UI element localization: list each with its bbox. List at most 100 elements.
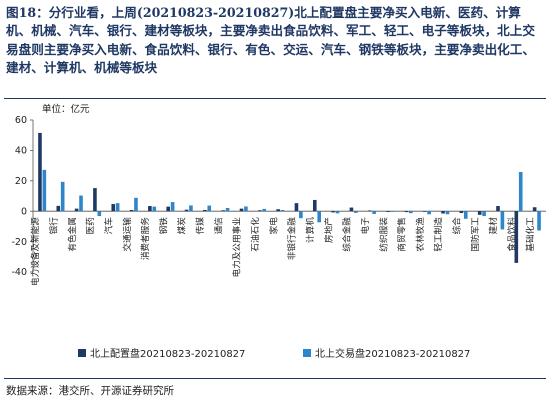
bar-trading-1: [60, 181, 65, 212]
bar-trading-2: [79, 195, 83, 212]
bar-trading-19: [390, 211, 395, 212]
y-tick-label: -40: [11, 267, 27, 278]
x-tick-label: 传媒: [194, 217, 206, 235]
bar-allocation-18: [367, 210, 372, 212]
bar-allocation-6: [148, 206, 152, 212]
bar-trading-15: [317, 211, 321, 223]
x-tick-label: 计算机: [304, 217, 316, 243]
bar-trading-6: [152, 206, 157, 212]
bar-trading-14: [299, 211, 303, 219]
bar-trading-24: [482, 211, 486, 217]
x-tick-label: 农林牧渔: [414, 217, 426, 252]
x-tick-label: 石油石化: [249, 217, 261, 252]
bar-allocation-27: [532, 207, 537, 212]
x-tick-label: 医药: [85, 217, 96, 235]
bar-trading-5: [134, 197, 138, 212]
x-tick-label: 有色金属: [66, 217, 78, 251]
bars-layer: [38, 132, 541, 263]
x-tick-label: 房地产: [322, 217, 334, 243]
bar-trading-22: [445, 211, 450, 215]
bar-trading-16: [335, 211, 340, 214]
x-tick-label: 银行: [47, 217, 59, 235]
bar-allocation-20: [404, 211, 409, 213]
bar-trading-12: [262, 208, 267, 212]
x-tick-label: 纺织服装: [377, 217, 389, 252]
bar-allocation-0: [38, 132, 42, 212]
legend-label-0: 北上配置盘20210823-20210827: [90, 347, 245, 360]
bar-trading-21: [427, 211, 431, 215]
x-tick-label: 电力及公用事业: [231, 217, 243, 278]
legend-swatch-1: [303, 349, 311, 357]
bar-allocation-24: [477, 211, 482, 215]
x-tick-label: 非银行金融: [286, 217, 298, 260]
bar-allocation-5: [129, 209, 134, 212]
bar-trading-26: [518, 171, 523, 212]
axes-layer: -40 -20 0 20 40 60: [11, 115, 546, 278]
y-tick-label: 20: [15, 176, 27, 187]
x-tick-label: 建材: [487, 217, 499, 235]
x-tick-label: 汽车: [102, 217, 114, 235]
bar-trading-20: [408, 211, 413, 214]
x-tick-label: 商贸零售: [396, 217, 408, 251]
bar-trading-3: [97, 211, 102, 217]
y-tick-label: 40: [15, 146, 27, 157]
unit-label: 单位：亿元: [42, 104, 90, 115]
bar-allocation-17: [349, 207, 354, 212]
bar-allocation-15: [312, 199, 317, 212]
x-tick-label: 钢铁: [157, 217, 169, 235]
bar-allocation-3: [93, 188, 97, 212]
bar-trading-10: [225, 208, 230, 212]
x-tick-label: 基础化工: [524, 217, 536, 252]
x-tick-label: 电子: [359, 217, 371, 235]
legend-label-1: 北上交易盘20210823-20210827: [315, 347, 470, 360]
bar-allocation-11: [239, 208, 244, 212]
data-source: 数据来源：港交所、开源证券研究所: [6, 385, 174, 397]
bar-trading-8: [189, 205, 193, 212]
bar-allocation-1: [56, 205, 61, 212]
bar-allocation-25: [496, 206, 500, 212]
bar-trading-7: [170, 202, 175, 212]
bar-allocation-10: [221, 210, 225, 212]
bar-trading-23: [463, 211, 468, 219]
x-tick-label: 轻工制造: [432, 217, 444, 252]
legend-swatch-0: [78, 349, 86, 357]
x-tick-label: 通信: [212, 217, 224, 235]
y-tick-label: 0: [21, 206, 27, 217]
x-tick-label: 综合金融: [341, 217, 353, 252]
x-tick-labels: 电力设备及新能源 银行 有色金属 医药 汽车 交通运输 消费者服务 钢铁 煤炭 传媒 通信 电力及公用…: [29, 217, 536, 286]
x-tick-label: 消费者服务: [139, 217, 151, 260]
bar-trading-18: [372, 211, 376, 214]
bar-trading-0: [42, 169, 47, 212]
y-tick-label: -20: [11, 237, 27, 248]
bar-allocation-16: [331, 211, 335, 213]
x-tick-label: 食品饮料: [506, 217, 518, 252]
source-divider: [4, 378, 546, 379]
bar-allocation-13: [276, 209, 280, 212]
bar-trading-13: [280, 209, 285, 212]
bar-allocation-21: [422, 211, 427, 212]
bar-trading-17: [354, 211, 358, 213]
legend: 北上配置盘20210823-20210827 北上交易盘20210823-2021…: [78, 347, 470, 360]
bar-trading-4: [115, 203, 120, 212]
bar-allocation-26: [514, 211, 519, 263]
bar-allocation-9: [203, 209, 207, 212]
x-tick-label: 国防军工: [469, 217, 481, 252]
x-tick-label: 电力设备及新能源: [29, 217, 41, 286]
y-tick-label: 60: [15, 115, 27, 126]
x-tick-label: 家电: [267, 217, 279, 235]
title-divider: [4, 98, 546, 99]
bar-trading-27: [537, 211, 541, 231]
x-tick-label: 综合: [451, 217, 463, 235]
bar-trading-11: [244, 206, 248, 212]
bar-allocation-14: [294, 203, 299, 212]
bar-allocation-22: [441, 211, 445, 214]
bar-trading-25: [500, 211, 505, 230]
bar-allocation-4: [111, 204, 116, 212]
bar-allocation-19: [386, 211, 390, 212]
x-tick-label: 煤炭: [176, 217, 188, 235]
bar-allocation-23: [459, 211, 464, 214]
bar-allocation-2: [74, 208, 79, 212]
bar-allocation-8: [184, 209, 189, 212]
